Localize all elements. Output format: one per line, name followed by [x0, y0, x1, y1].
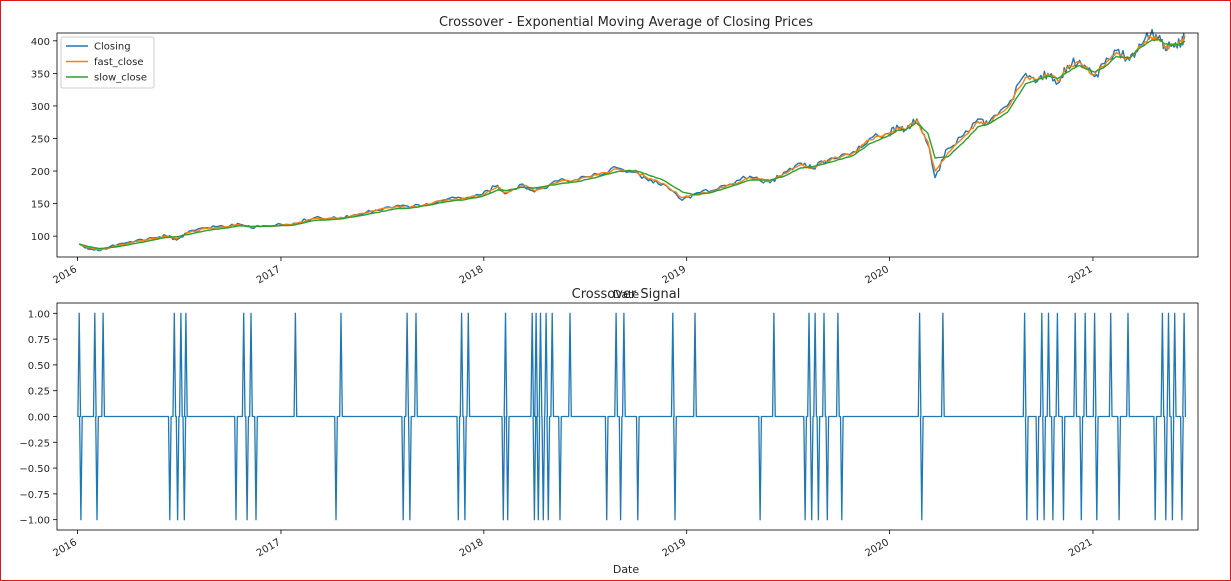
y-tick-label: 300	[31, 102, 50, 113]
y-tick-label: −0.50	[19, 464, 50, 475]
x-tick-label: 2016	[52, 537, 80, 559]
legend: Closing fast_close slow_close	[60, 36, 155, 89]
chart-title: Crossover - Exponential Moving Average o…	[439, 15, 813, 30]
y-tick-label: 1.00	[28, 309, 50, 320]
y-tick-label: 200	[31, 167, 50, 178]
x-tick-label: 2021	[1067, 264, 1095, 286]
y-tick-label: 0.00	[28, 413, 50, 424]
y-tick-label: 250	[31, 134, 50, 145]
series-group	[78, 28, 1186, 252]
y-tick-label: −1.00	[19, 516, 50, 527]
y-tick-label: 0.50	[28, 361, 50, 372]
y-tick-label: 100	[31, 232, 50, 243]
x-tick-label: 2018	[458, 264, 486, 286]
x-axis-label: Date	[613, 288, 640, 301]
legend-entry: fast_close	[94, 57, 144, 68]
plot-area	[56, 32, 1199, 258]
series-group	[77, 312, 1187, 521]
y-axis-ticks: 100 150 200 250 300 350 400	[31, 37, 57, 243]
y-tick-label: 0.75	[28, 335, 50, 346]
ema-chart: Crossover - Exponential Moving Average o…	[31, 15, 1199, 301]
series-line-Closing	[79, 28, 1186, 252]
y-tick-label: −0.25	[19, 438, 50, 449]
signal-chart: Crossover Signal −1.00 −0.75 −0.50 −0.25 0.0…	[19, 287, 1199, 576]
x-axis-ticks: 2016 2017 2018 2019 2020 2021	[52, 530, 1095, 559]
legend-entry: Closing	[94, 42, 131, 53]
x-tick-label: 2019	[661, 537, 689, 559]
signal-line	[77, 312, 1187, 521]
y-axis-ticks: −1.00 −0.75 −0.50 −0.25 0.00 0.25 0.50 0.75 1.00	[19, 309, 57, 527]
legend-entry: slow_close	[94, 73, 147, 84]
x-tick-label: 2020	[864, 264, 892, 286]
x-tick-label: 2016	[52, 264, 80, 286]
chart-title: Crossover Signal	[572, 287, 681, 302]
x-tick-label: 2019	[661, 264, 689, 286]
x-tick-label: 2018	[458, 537, 486, 559]
y-tick-label: 400	[31, 37, 50, 48]
series-line-slow_close	[79, 38, 1186, 250]
y-tick-label: 0.25	[28, 387, 50, 398]
x-tick-label: 2017	[255, 537, 283, 559]
series-line-fast_close	[78, 35, 1186, 251]
y-tick-label: −0.75	[19, 490, 50, 501]
x-axis-label: Date	[613, 563, 640, 576]
legend-box	[60, 36, 155, 89]
y-tick-label: 350	[31, 69, 50, 80]
x-axis-ticks: 2016 2017 2018 2019 2020 2021	[52, 257, 1095, 286]
x-tick-label: 2021	[1067, 537, 1095, 559]
y-tick-label: 150	[31, 200, 50, 211]
x-tick-label: 2020	[864, 537, 892, 559]
x-tick-label: 2017	[255, 264, 283, 286]
